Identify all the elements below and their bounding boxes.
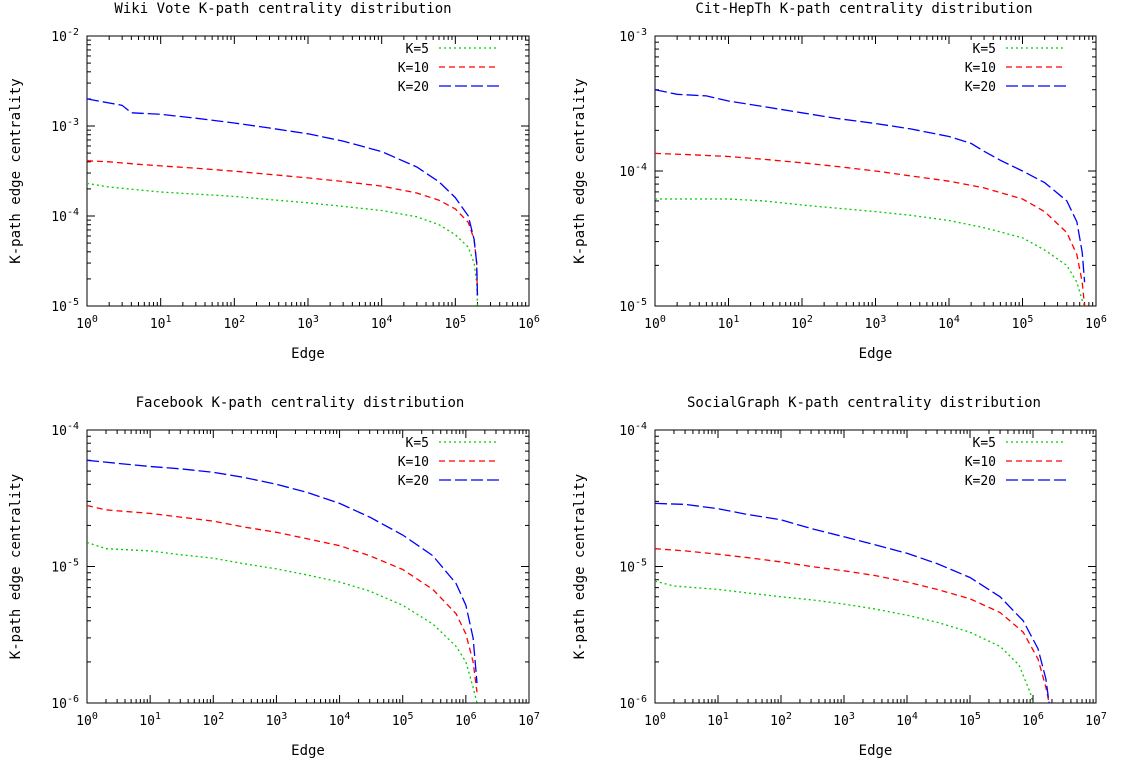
legend-label-K=5: K=5	[973, 436, 996, 451]
y-axis-label: K-path edge centrality	[572, 474, 588, 659]
y-tick-label: 10-3	[51, 117, 79, 135]
x-axis-label: Edge	[859, 743, 893, 759]
series-line-K=20	[87, 98, 479, 296]
x-tick-label: 103	[833, 711, 855, 729]
chart-panel-1: Wiki Vote K-path centrality distribution…	[8, 1, 540, 362]
x-tick-label: 107	[1085, 711, 1107, 729]
x-tick-label: 106	[455, 711, 477, 729]
x-tick-label: 103	[297, 314, 319, 332]
y-tick-label: 10-5	[51, 297, 79, 315]
x-tick-label: 103	[865, 314, 887, 332]
x-tick-label: 101	[139, 711, 161, 729]
y-tick-label: 10-4	[51, 207, 79, 225]
x-tick-label: 107	[518, 711, 540, 729]
series-line-K=20	[655, 502, 1050, 703]
x-tick-label: 100	[76, 314, 98, 332]
x-tick-label: 102	[223, 314, 245, 332]
legend-label-K=5: K=5	[406, 436, 429, 451]
series-line-K=10	[655, 152, 1086, 306]
y-tick-label: 10-5	[51, 558, 79, 576]
legend-label-K=10: K=10	[965, 61, 996, 76]
plot-frame	[86, 429, 530, 704]
legend-label-K=10: K=10	[398, 61, 429, 76]
x-tick-label: 100	[76, 711, 98, 729]
x-tick-label: 104	[938, 314, 960, 332]
x-axis-label: Edge	[291, 346, 325, 362]
chart-panel-3: Facebook K-path centrality distribution 1…	[8, 395, 540, 759]
y-tick-label: 10-3	[619, 27, 647, 45]
series-line-K=10	[87, 160, 479, 299]
legend-label-K=20: K=20	[398, 80, 429, 95]
series-line-K=5	[655, 580, 1034, 703]
y-tick-label: 10-4	[51, 421, 79, 439]
x-tick-label: 105	[444, 314, 466, 332]
x-tick-label: 104	[329, 711, 351, 729]
legend-label-K=5: K=5	[973, 42, 996, 57]
y-axis-label: K-path edge centrality	[8, 78, 24, 263]
y-tick-label: 10-4	[619, 421, 647, 439]
x-tick-label: 101	[707, 711, 729, 729]
x-tick-label: 105	[392, 711, 414, 729]
y-tick-label: 10-6	[619, 694, 647, 712]
series-line-K=20	[655, 89, 1086, 283]
legend-label-K=20: K=20	[398, 474, 429, 489]
x-tick-label: 105	[1012, 314, 1034, 332]
y-tick-label: 10-2	[51, 27, 79, 45]
x-tick-label: 100	[644, 314, 666, 332]
series-line-K=5	[87, 182, 479, 306]
legend-label-K=5: K=5	[406, 42, 429, 57]
chart-title: Wiki Vote K-path centrality distribution	[114, 1, 451, 17]
x-tick-label: 106	[1022, 711, 1044, 729]
legend-label-K=10: K=10	[965, 455, 996, 470]
x-tick-label: 106	[518, 314, 540, 332]
chart-title: SocialGraph K-path centrality distributi…	[687, 395, 1041, 411]
x-tick-label: 100	[644, 711, 666, 729]
y-tick-label: 10-5	[619, 558, 647, 576]
series-line-K=20	[87, 459, 478, 684]
x-tick-label: 106	[1085, 314, 1107, 332]
x-tick-label: 104	[371, 314, 393, 332]
x-tick-label: 105	[959, 711, 981, 729]
y-axis-label: K-path edge centrality	[8, 474, 24, 659]
series-line-K=10	[87, 504, 478, 693]
chart-title: Facebook K-path centrality distribution	[136, 395, 465, 411]
x-axis-label: Edge	[291, 743, 325, 759]
x-tick-label: 104	[896, 711, 918, 729]
legend-label-K=20: K=20	[965, 80, 996, 95]
y-tick-label: 10-6	[51, 694, 79, 712]
y-axis-label: K-path edge centrality	[572, 78, 588, 263]
x-tick-label: 103	[266, 711, 288, 729]
x-tick-label: 102	[791, 314, 813, 332]
legend-label-K=10: K=10	[398, 455, 429, 470]
chart-panel-2: Cit-HepTh K-path centrality distribution…	[572, 1, 1107, 362]
chart-panel-4: SocialGraph K-path centrality distributi…	[572, 395, 1107, 759]
plot-frame	[654, 429, 1097, 704]
series-line-K=5	[87, 541, 478, 703]
y-tick-label: 10-4	[619, 162, 647, 180]
chart-title: Cit-HepTh K-path centrality distribution	[695, 1, 1032, 17]
x-tick-label: 102	[202, 711, 224, 729]
x-axis-label: Edge	[859, 346, 893, 362]
series-line-K=10	[655, 548, 1050, 703]
plot-frame	[86, 35, 530, 307]
x-tick-label: 101	[150, 314, 172, 332]
x-tick-label: 102	[770, 711, 792, 729]
series-line-K=5	[655, 198, 1086, 306]
y-tick-label: 10-5	[619, 297, 647, 315]
legend-label-K=20: K=20	[965, 474, 996, 489]
x-tick-label: 101	[718, 314, 740, 332]
